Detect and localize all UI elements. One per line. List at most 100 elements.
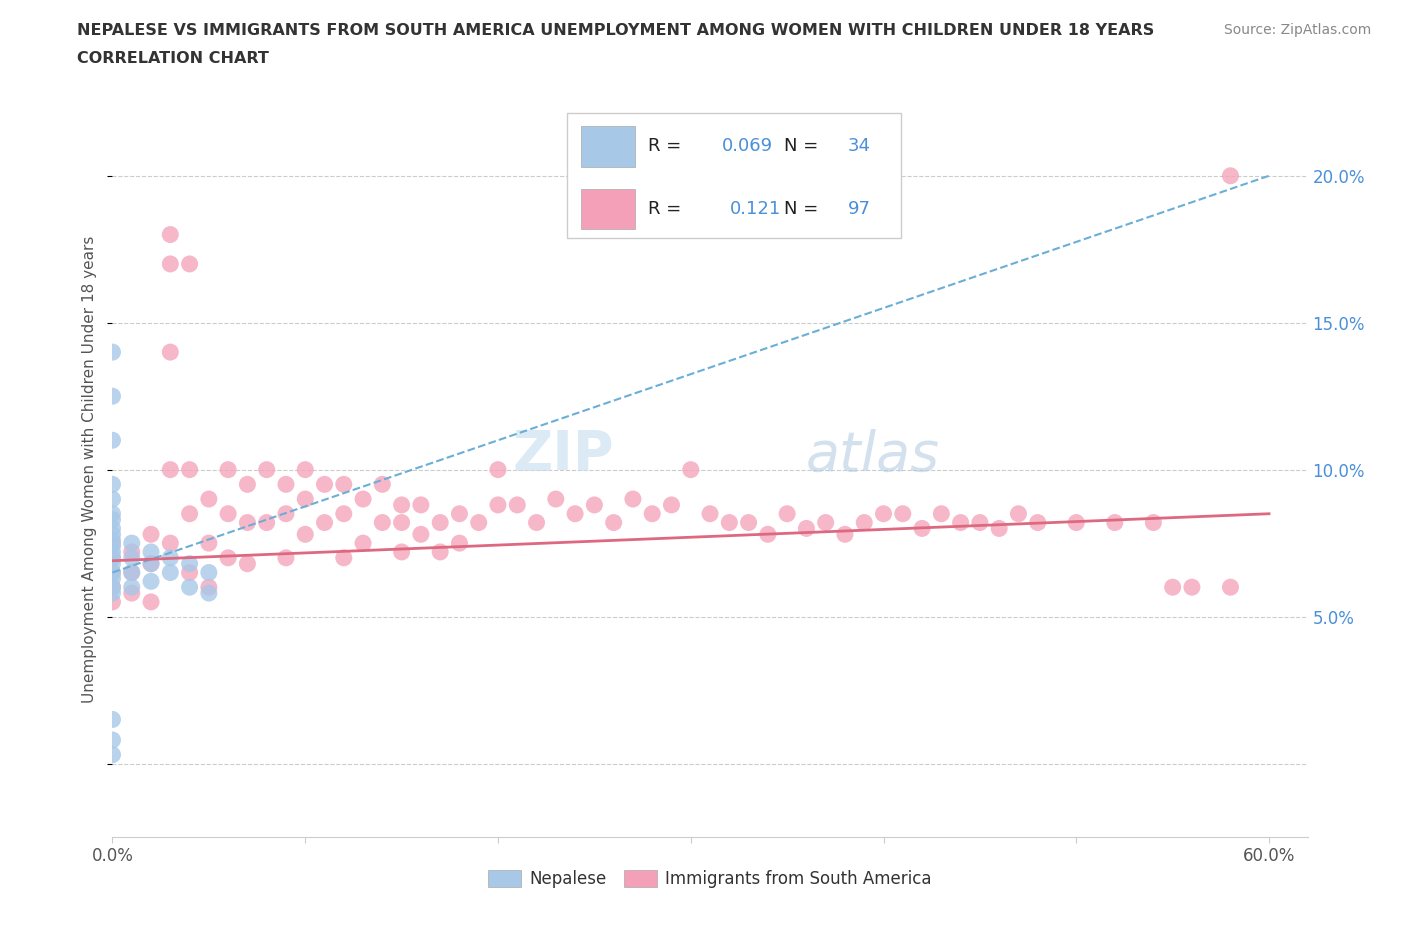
Point — [661, 498, 683, 512]
Point — [198, 586, 221, 601]
Point — [256, 462, 278, 477]
Text: R =: R = — [648, 138, 688, 155]
Point — [544, 492, 567, 507]
Point — [101, 579, 124, 594]
Point — [371, 477, 394, 492]
Point — [217, 506, 239, 521]
Point — [391, 515, 413, 530]
Point — [718, 515, 741, 530]
Point — [159, 551, 181, 565]
Point — [101, 432, 124, 447]
Point — [371, 515, 394, 530]
Point — [776, 506, 799, 521]
Point — [737, 515, 759, 530]
Point — [796, 521, 818, 536]
Point — [198, 492, 221, 507]
Point — [139, 556, 162, 571]
Point — [101, 477, 124, 492]
Point — [101, 538, 124, 553]
Point — [526, 515, 548, 530]
Point — [621, 492, 644, 507]
Point — [198, 565, 221, 580]
Point — [198, 579, 221, 594]
Point — [486, 498, 509, 512]
Point — [121, 536, 143, 551]
Point — [101, 544, 124, 559]
Point — [101, 556, 124, 571]
Point — [911, 521, 934, 536]
Point — [139, 527, 162, 542]
Point — [101, 527, 124, 542]
Point — [602, 515, 624, 530]
Point — [101, 712, 124, 727]
Point — [486, 462, 509, 477]
Point — [121, 586, 143, 601]
Point — [274, 551, 297, 565]
Text: atlas: atlas — [806, 429, 939, 482]
Point — [101, 536, 124, 551]
Point — [814, 515, 837, 530]
FancyBboxPatch shape — [581, 189, 634, 229]
Point — [949, 515, 972, 530]
Point — [274, 477, 297, 492]
Point — [121, 579, 143, 594]
Point — [159, 462, 181, 477]
Point — [101, 389, 124, 404]
Point — [449, 506, 471, 521]
Point — [159, 227, 181, 242]
Point — [139, 556, 162, 571]
Point — [101, 521, 124, 536]
Legend: Nepalese, Immigrants from South America: Nepalese, Immigrants from South America — [481, 863, 939, 895]
Point — [1219, 168, 1241, 183]
Point — [121, 565, 143, 580]
Point — [101, 506, 124, 521]
Point — [409, 527, 432, 542]
Point — [294, 462, 316, 477]
Point — [179, 506, 201, 521]
Point — [429, 544, 451, 559]
Text: Source: ZipAtlas.com: Source: ZipAtlas.com — [1223, 23, 1371, 37]
Point — [101, 571, 124, 586]
Text: R =: R = — [648, 200, 693, 218]
Point — [391, 544, 413, 559]
Text: CORRELATION CHART: CORRELATION CHART — [77, 51, 269, 66]
Point — [179, 565, 201, 580]
Text: 0.069: 0.069 — [723, 138, 773, 155]
Text: 34: 34 — [848, 138, 870, 155]
Point — [256, 515, 278, 530]
Point — [101, 748, 124, 763]
Point — [101, 586, 124, 601]
Point — [139, 544, 162, 559]
Point — [1007, 506, 1029, 521]
Point — [756, 527, 779, 542]
Point — [179, 579, 201, 594]
Point — [1142, 515, 1164, 530]
Point — [1181, 579, 1204, 594]
Point — [641, 506, 664, 521]
Point — [391, 498, 413, 512]
Point — [931, 506, 953, 521]
Point — [988, 521, 1011, 536]
Point — [139, 594, 162, 609]
Point — [429, 515, 451, 530]
Point — [333, 506, 356, 521]
Point — [101, 492, 124, 507]
Point — [294, 527, 316, 542]
Text: 0.121: 0.121 — [730, 200, 782, 218]
Point — [1104, 515, 1126, 530]
Point — [236, 477, 259, 492]
Point — [1161, 579, 1184, 594]
Point — [314, 477, 336, 492]
Text: N =: N = — [785, 138, 824, 155]
Point — [467, 515, 489, 530]
Point — [236, 515, 259, 530]
Point — [834, 527, 856, 542]
Point — [179, 462, 201, 477]
Point — [564, 506, 586, 521]
Point — [872, 506, 894, 521]
Point — [179, 556, 201, 571]
Point — [121, 544, 143, 559]
Point — [274, 506, 297, 521]
Text: N =: N = — [785, 200, 824, 218]
Point — [294, 492, 316, 507]
